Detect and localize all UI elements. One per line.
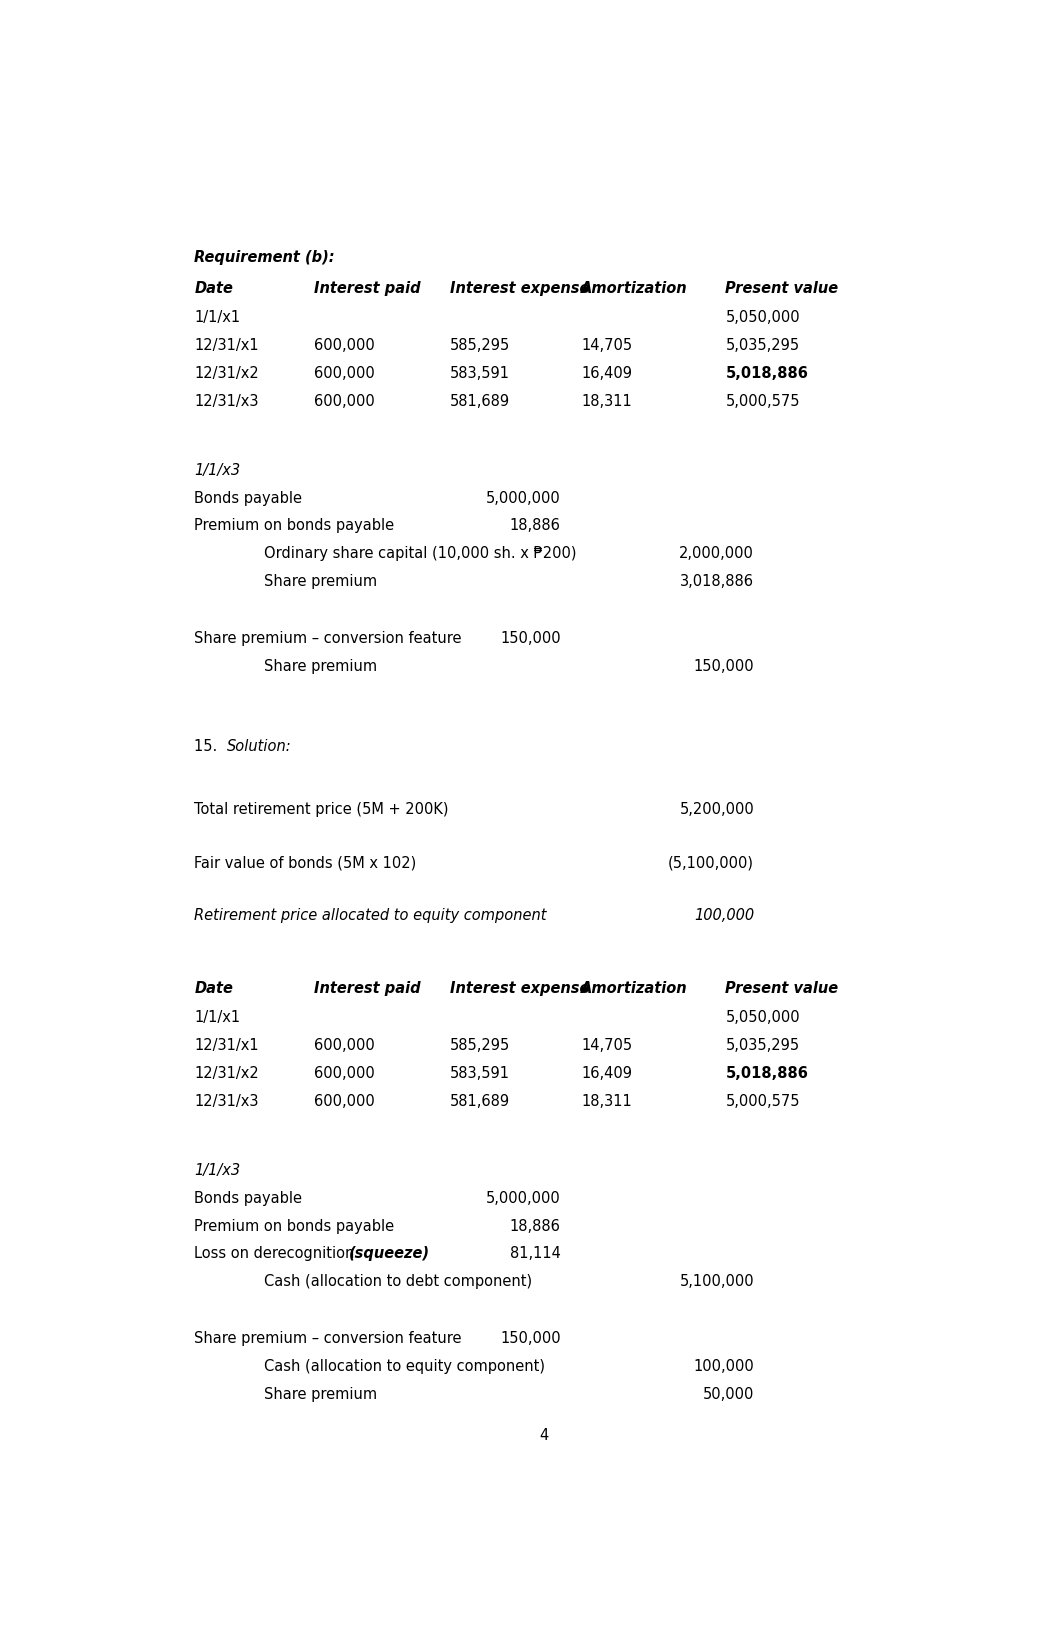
Text: (5,100,000): (5,100,000): [668, 855, 754, 870]
Text: Amortization: Amortization: [581, 281, 688, 296]
Text: 5,035,295: 5,035,295: [725, 1039, 800, 1054]
Text: 12/31/x2: 12/31/x2: [194, 1067, 259, 1082]
Text: Interest paid: Interest paid: [314, 981, 421, 996]
Text: 150,000: 150,000: [500, 631, 561, 646]
Text: 14,705: 14,705: [581, 339, 633, 353]
Text: 5,018,886: 5,018,886: [725, 367, 808, 381]
Text: Date: Date: [194, 281, 234, 296]
Text: 1/1/x1: 1/1/x1: [194, 311, 241, 326]
Text: Premium on bonds payable: Premium on bonds payable: [194, 1218, 395, 1233]
Text: Interest expense: Interest expense: [449, 281, 589, 296]
Text: 5,050,000: 5,050,000: [725, 1011, 800, 1026]
Text: Requirement (b):: Requirement (b):: [194, 250, 336, 265]
Text: Total retirement price (5M + 200K): Total retirement price (5M + 200K): [194, 802, 449, 817]
Text: 150,000: 150,000: [693, 659, 754, 674]
Text: Loss on derecognition: Loss on derecognition: [194, 1246, 359, 1261]
Text: 15.: 15.: [194, 738, 227, 753]
Text: 18,886: 18,886: [510, 518, 561, 533]
Text: 600,000: 600,000: [314, 1039, 375, 1054]
Text: Share premium – conversion feature: Share premium – conversion feature: [194, 1332, 462, 1346]
Text: Date: Date: [194, 981, 234, 996]
Text: 600,000: 600,000: [314, 1093, 375, 1110]
Text: 100,000: 100,000: [693, 1360, 754, 1374]
Text: 1/1/x1: 1/1/x1: [194, 1011, 241, 1026]
Text: Share premium – conversion feature: Share premium – conversion feature: [194, 631, 462, 646]
Text: Fair value of bonds (5M x 102): Fair value of bonds (5M x 102): [194, 855, 416, 870]
Text: 1/1/x3: 1/1/x3: [194, 1162, 241, 1177]
Text: 16,409: 16,409: [581, 1067, 632, 1082]
Text: 16,409: 16,409: [581, 367, 632, 381]
Text: 581,689: 581,689: [449, 1093, 510, 1110]
Text: 150,000: 150,000: [500, 1332, 561, 1346]
Text: Bonds payable: Bonds payable: [194, 490, 303, 506]
Text: (squeeze): (squeeze): [348, 1246, 429, 1261]
Text: Cash (allocation to equity component): Cash (allocation to equity component): [264, 1360, 546, 1374]
Text: Interest expense: Interest expense: [449, 981, 589, 996]
Text: Interest paid: Interest paid: [314, 281, 421, 296]
Text: Cash (allocation to debt component): Cash (allocation to debt component): [264, 1274, 532, 1289]
Text: 50,000: 50,000: [703, 1388, 754, 1402]
Text: Retirement price allocated to equity component: Retirement price allocated to equity com…: [194, 909, 547, 924]
Text: 600,000: 600,000: [314, 395, 375, 409]
Text: 2,000,000: 2,000,000: [680, 546, 754, 561]
Text: 14,705: 14,705: [581, 1039, 633, 1054]
Text: Premium on bonds payable: Premium on bonds payable: [194, 518, 395, 533]
Text: Bonds payable: Bonds payable: [194, 1190, 303, 1205]
Text: 5,000,575: 5,000,575: [725, 1093, 800, 1110]
Text: 12/31/x2: 12/31/x2: [194, 367, 259, 381]
Text: 600,000: 600,000: [314, 339, 375, 353]
Text: 5,000,575: 5,000,575: [725, 395, 800, 409]
Text: 5,035,295: 5,035,295: [725, 339, 800, 353]
Text: 4: 4: [539, 1427, 549, 1443]
Text: Share premium: Share premium: [264, 574, 378, 589]
Text: 12/31/x1: 12/31/x1: [194, 339, 259, 353]
Text: 5,050,000: 5,050,000: [725, 311, 800, 326]
Text: 5,000,000: 5,000,000: [486, 490, 561, 506]
Text: 100,000: 100,000: [695, 909, 754, 924]
Text: 5,100,000: 5,100,000: [680, 1274, 754, 1289]
Text: 585,295: 585,295: [449, 339, 510, 353]
Text: 18,311: 18,311: [581, 1093, 632, 1110]
Text: 600,000: 600,000: [314, 367, 375, 381]
Text: 581,689: 581,689: [449, 395, 510, 409]
Text: 81,114: 81,114: [510, 1246, 561, 1261]
Text: 3,018,886: 3,018,886: [680, 574, 754, 589]
Text: Ordinary share capital (10,000 sh. x ₱200): Ordinary share capital (10,000 sh. x ₱20…: [264, 546, 577, 561]
Text: Share premium: Share premium: [264, 659, 378, 674]
Text: 583,591: 583,591: [449, 1067, 510, 1082]
Text: 5,200,000: 5,200,000: [680, 802, 754, 817]
Text: 600,000: 600,000: [314, 1067, 375, 1082]
Text: Share premium: Share premium: [264, 1388, 378, 1402]
Text: Solution:: Solution:: [227, 738, 292, 753]
Text: 585,295: 585,295: [449, 1039, 510, 1054]
Text: 5,000,000: 5,000,000: [486, 1190, 561, 1205]
Text: Present value: Present value: [725, 981, 839, 996]
Text: Present value: Present value: [725, 281, 839, 296]
Text: 12/31/x3: 12/31/x3: [194, 1093, 259, 1110]
Text: Amortization: Amortization: [581, 981, 688, 996]
Text: 12/31/x3: 12/31/x3: [194, 395, 259, 409]
Text: 5,018,886: 5,018,886: [725, 1067, 808, 1082]
Text: 12/31/x1: 12/31/x1: [194, 1039, 259, 1054]
Text: 1/1/x3: 1/1/x3: [194, 462, 241, 478]
Text: 18,886: 18,886: [510, 1218, 561, 1233]
Text: 583,591: 583,591: [449, 367, 510, 381]
Text: 18,311: 18,311: [581, 395, 632, 409]
